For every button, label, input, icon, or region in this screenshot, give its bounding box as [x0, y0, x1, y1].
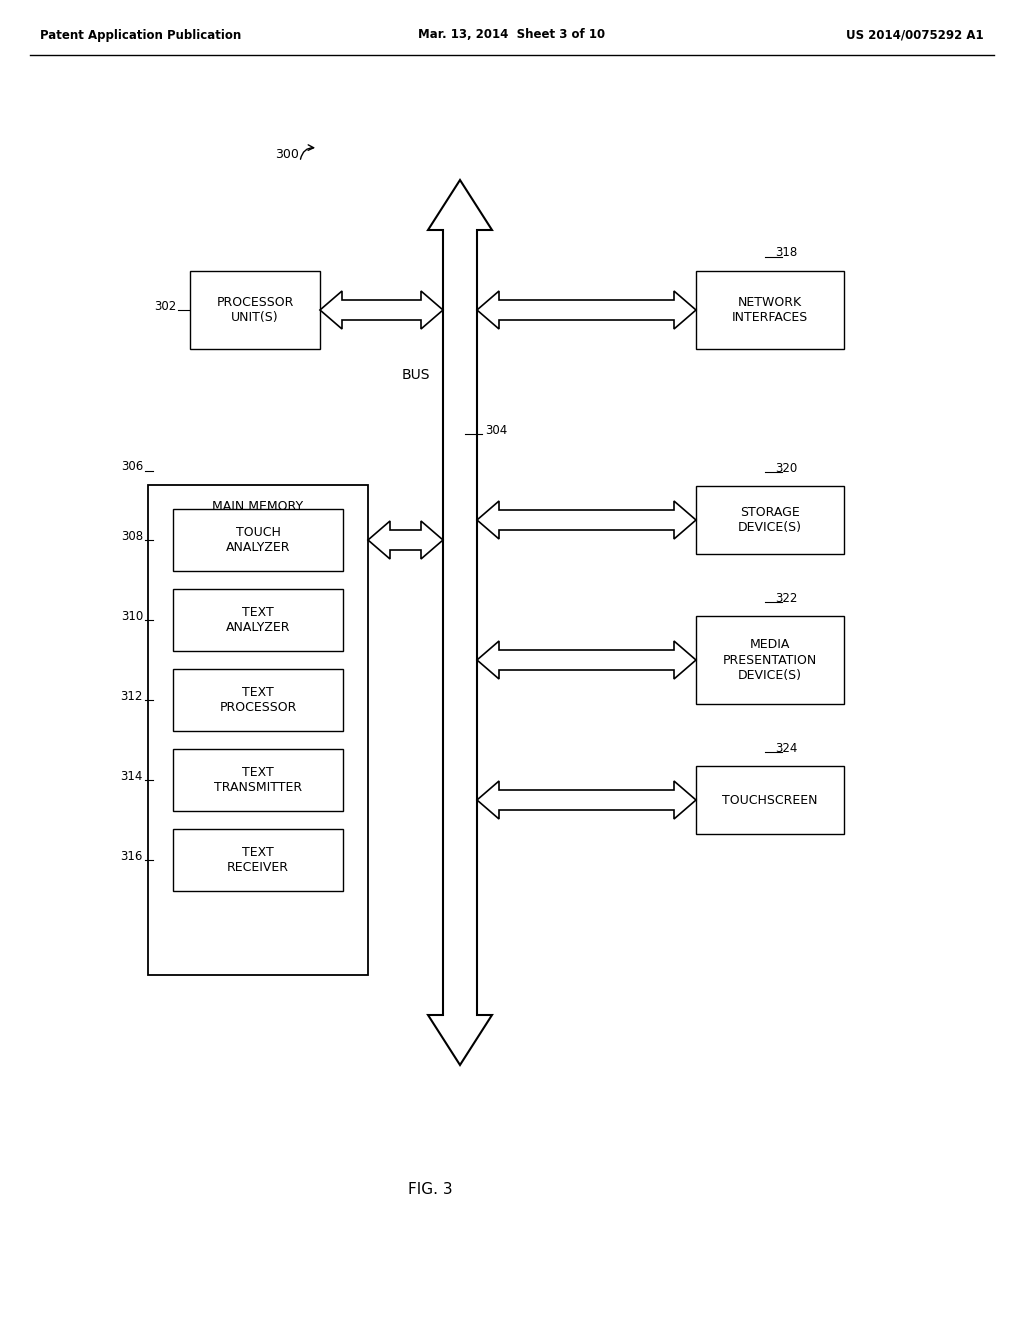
Bar — [173, 829, 343, 891]
Text: TOUCH
ANALYZER: TOUCH ANALYZER — [225, 525, 290, 554]
Polygon shape — [477, 290, 696, 329]
Bar — [148, 484, 368, 975]
Bar — [696, 486, 844, 554]
Bar — [173, 589, 343, 651]
Text: BUS: BUS — [401, 368, 430, 381]
Text: 324: 324 — [775, 742, 798, 755]
Text: MEDIA
PRESENTATION
DEVICE(S): MEDIA PRESENTATION DEVICE(S) — [723, 639, 817, 681]
Bar — [173, 669, 343, 731]
Bar — [173, 510, 343, 572]
Text: 306: 306 — [121, 461, 143, 474]
Text: 310: 310 — [121, 610, 143, 623]
Polygon shape — [477, 642, 696, 678]
Bar — [190, 271, 319, 348]
Text: 302: 302 — [154, 300, 176, 313]
Text: Patent Application Publication: Patent Application Publication — [40, 29, 242, 41]
Text: TEXT
TRANSMITTER: TEXT TRANSMITTER — [214, 766, 302, 795]
Text: 322: 322 — [775, 591, 798, 605]
Polygon shape — [368, 521, 443, 558]
Bar — [696, 271, 844, 348]
Text: 308: 308 — [121, 529, 143, 543]
Text: 320: 320 — [775, 462, 798, 474]
Text: TOUCHSCREEN: TOUCHSCREEN — [722, 793, 818, 807]
Text: 304: 304 — [485, 424, 507, 437]
Text: Mar. 13, 2014  Sheet 3 of 10: Mar. 13, 2014 Sheet 3 of 10 — [419, 29, 605, 41]
Text: 316: 316 — [121, 850, 143, 862]
Text: STORAGE
DEVICE(S): STORAGE DEVICE(S) — [738, 506, 802, 535]
Text: FIG. 3: FIG. 3 — [408, 1183, 453, 1197]
Text: TEXT
ANALYZER: TEXT ANALYZER — [225, 606, 290, 634]
Polygon shape — [477, 502, 696, 539]
Text: PROCESSOR
UNIT(S): PROCESSOR UNIT(S) — [216, 296, 294, 323]
Text: 314: 314 — [121, 770, 143, 783]
Bar — [696, 766, 844, 834]
Text: MAIN MEMORY: MAIN MEMORY — [212, 500, 303, 513]
Text: TEXT
PROCESSOR: TEXT PROCESSOR — [219, 686, 297, 714]
Text: US 2014/0075292 A1: US 2014/0075292 A1 — [847, 29, 984, 41]
Bar — [696, 616, 844, 704]
Polygon shape — [428, 180, 492, 1065]
Polygon shape — [319, 290, 443, 329]
Bar — [173, 748, 343, 810]
Text: 312: 312 — [121, 689, 143, 702]
Text: 318: 318 — [775, 247, 798, 260]
Polygon shape — [477, 781, 696, 818]
Text: NETWORK
INTERFACES: NETWORK INTERFACES — [732, 296, 808, 323]
Text: 300: 300 — [275, 149, 299, 161]
Text: TEXT
RECEIVER: TEXT RECEIVER — [227, 846, 289, 874]
